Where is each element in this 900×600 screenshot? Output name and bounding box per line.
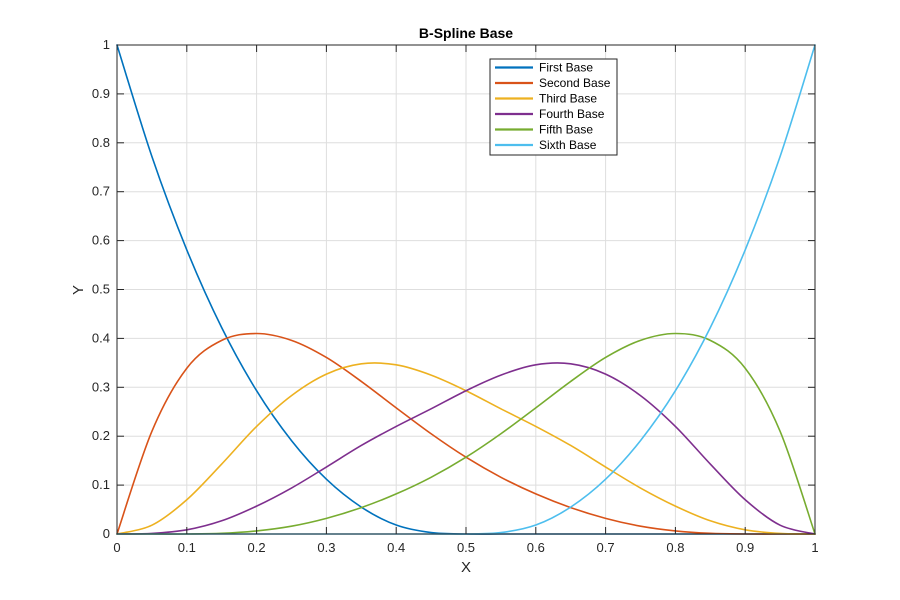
y-tick-label: 0.1 — [92, 477, 110, 492]
legend-box — [489, 58, 618, 156]
legend-label-4: Fourth Base — [539, 107, 605, 121]
x-tick-label: 0 — [113, 540, 120, 555]
x-tick-label: 0.7 — [597, 540, 615, 555]
y-tick-label: 0.9 — [92, 86, 110, 101]
x-tick-label: 1 — [811, 540, 818, 555]
x-tick-label: 0.4 — [387, 540, 405, 555]
x-tick-label: 0.1 — [178, 540, 196, 555]
y-tick-label: 0.6 — [92, 233, 110, 248]
series-line-5 — [116, 332, 816, 535]
y-axis-label: Y — [70, 285, 87, 295]
legend-label-3: Third Base — [539, 92, 597, 106]
ticks — [116, 44, 816, 535]
x-tick-label: 0.8 — [666, 540, 684, 555]
y-tick-label: 0.7 — [92, 184, 110, 199]
x-axis-label: X — [461, 559, 471, 576]
x-tick-label: 0.3 — [317, 540, 335, 555]
y-tick-label: 0.5 — [92, 282, 110, 297]
legend-label-1: First Base — [539, 61, 593, 75]
chart-title: B-Spline Base — [419, 25, 513, 41]
y-tick-label: 0.2 — [92, 428, 110, 443]
x-tick-label: 0.2 — [248, 540, 266, 555]
tick-labels: 0 0.1 0.2 0.3 0.4 0.5 0.6 0.7 0.8 0.9 1 0 0.1 0.2 0.3 0… — [92, 37, 819, 555]
x-tick-label: 0.5 — [457, 540, 475, 555]
y-tick-label: 0.4 — [92, 330, 110, 345]
series-line-2 — [116, 332, 816, 535]
series-line-4 — [116, 362, 816, 535]
legend-label-6: Sixth Base — [539, 138, 597, 152]
legend-label-2: Second Base — [539, 76, 611, 90]
legend-label-5: Fifth Base — [539, 123, 593, 137]
x-tick-label: 0.9 — [736, 540, 754, 555]
x-tick-label: 0.6 — [527, 540, 545, 555]
y-tick-label: 0.8 — [92, 135, 110, 150]
y-tick-label: 0.3 — [92, 379, 110, 394]
y-tick-label: 1 — [103, 37, 110, 52]
y-tick-label: 0 — [103, 526, 110, 541]
